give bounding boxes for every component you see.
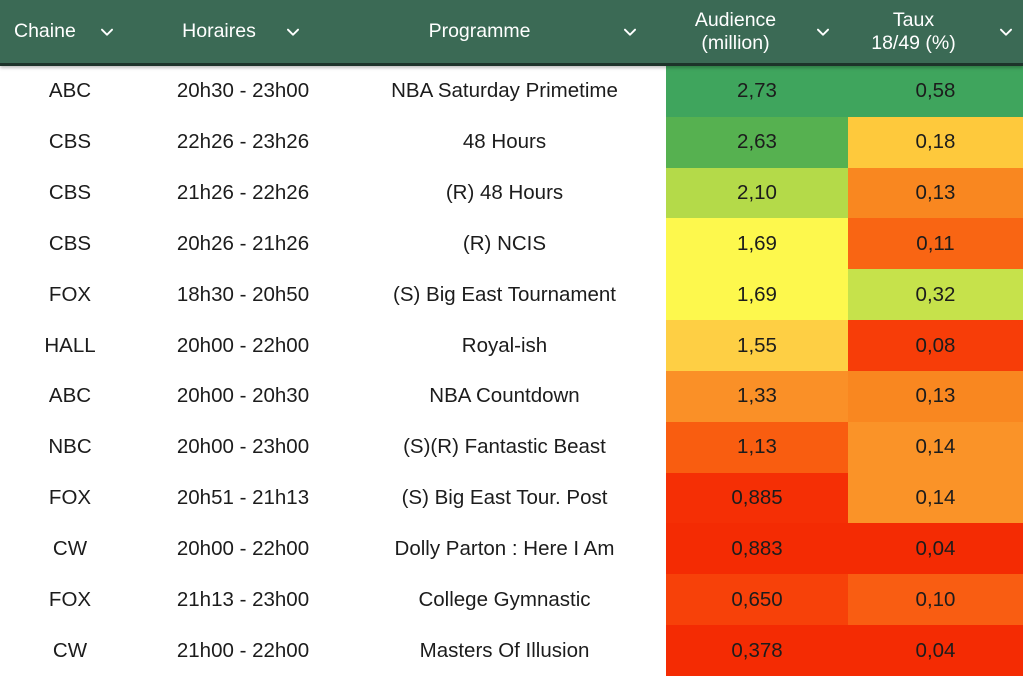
chaine-cell: ABC [48, 79, 92, 103]
programme-cell: (R) 48 Hours [445, 181, 564, 205]
audience-value-cell: 1,55 [663, 320, 848, 371]
table-row: FOX 18h30 - 20h50 (S) Big East Tournament 1… [0, 269, 1023, 321]
column-header-audience[interactable]: Audience (million) [663, 0, 848, 63]
chaine-cell: FOX [48, 486, 92, 510]
chaine-cell: HALL [44, 333, 96, 357]
programme-cell: Dolly Parton : Here I Am [394, 536, 615, 560]
table-row: CW 21h00 - 22h00 Masters Of Illusion 0,378 0… [0, 625, 1023, 676]
table-row: CBS 20h26 - 21h26 (R) NCIS 1,69 0,11 [0, 218, 1023, 270]
taux-value-cell: 0,18 [848, 116, 1023, 168]
chaine-cell: CW [52, 536, 88, 560]
audience-value-cell: 0,883 [663, 523, 848, 575]
taux-value-cell: 0,11 [848, 218, 1023, 270]
horaires-cell: 22h26 - 23h26 [176, 130, 310, 154]
programme-cell: College Gymnastic [418, 587, 591, 611]
horaires-cell: 20h26 - 21h26 [176, 231, 310, 255]
horaires-cell: 20h00 - 20h30 [176, 384, 310, 408]
programme-cell: (R) NCIS [462, 231, 547, 255]
programme-cell: Royal-ish [461, 333, 548, 357]
programme-cell: Masters Of Illusion [419, 638, 590, 662]
table-row: FOX 20h51 - 21h13 (S) Big East Tour. Post 0… [0, 472, 1023, 524]
programme-cell: NBA Saturday Primetime [391, 79, 618, 103]
table-row: CBS 22h26 - 23h26 48 Hours 2,63 0,18 [0, 116, 1023, 168]
table-row: NBC 20h00 - 23h00 (S)(R) Fantastic Beast 1,… [0, 421, 1023, 473]
chaine-cell: NBC [48, 435, 92, 459]
table-header-row: Chaine Horaires Programme Audience (mill… [0, 0, 1023, 66]
audience-value-cell: 1,33 [663, 370, 848, 422]
column-header-taux[interactable]: Taux 18/49 (%) [848, 0, 1023, 63]
taux-value-cell: 0,13 [848, 167, 1023, 219]
column-header-label: Programme [428, 20, 531, 42]
chaine-cell: ABC [48, 384, 92, 408]
audience-value-cell: 2,73 [663, 66, 848, 117]
programme-cell: (S) Big East Tour. Post [401, 486, 608, 510]
programme-cell: 48 Hours [462, 130, 547, 154]
table-row: HALL 20h00 - 22h00 Royal-ish 1,55 0,08 [0, 320, 1023, 371]
column-header-chaine[interactable]: Chaine [0, 0, 140, 63]
programme-cell: (S)(R) Fantastic Beast [403, 435, 606, 459]
audience-value-cell: 1,69 [663, 269, 848, 321]
column-header-programme[interactable]: Programme [346, 0, 663, 63]
programme-cell: NBA Countdown [429, 384, 580, 408]
taux-value-cell: 0,14 [848, 421, 1023, 473]
audience-value-cell: 1,13 [663, 421, 848, 473]
horaires-cell: 18h30 - 20h50 [176, 282, 310, 306]
table-row: ABC 20h30 - 23h00 NBA Saturday Primetime 2,… [0, 66, 1023, 117]
table-row: FOX 21h13 - 23h00 College Gymnastic 0,650 0,… [0, 574, 1023, 626]
audience-value-cell: 0,650 [663, 574, 848, 626]
column-header-horaires[interactable]: Horaires [140, 0, 346, 63]
horaires-cell: 20h51 - 21h13 [176, 486, 310, 510]
chevron-down-icon[interactable] [96, 21, 118, 43]
chevron-down-icon[interactable] [282, 21, 304, 43]
chaine-cell: CBS [48, 181, 92, 205]
taux-value-cell: 0,04 [848, 625, 1023, 676]
table-row: CBS 21h26 - 22h26 (R) 48 Hours 2,10 0,13 [0, 167, 1023, 219]
chevron-down-icon[interactable] [995, 21, 1017, 43]
column-header-label: Audience (million) [694, 8, 777, 54]
horaires-cell: 21h26 - 22h26 [176, 181, 310, 205]
horaires-cell: 20h00 - 22h00 [176, 536, 310, 560]
audience-value-cell: 1,69 [663, 218, 848, 270]
chaine-cell: CBS [48, 130, 92, 154]
table-body: ABC 20h30 - 23h00 NBA Saturday Primetime 2,… [0, 66, 1023, 676]
programme-cell: (S) Big East Tournament [393, 282, 616, 306]
table-row: CW 20h00 - 22h00 Dolly Parton : Here I Am 0… [0, 523, 1023, 575]
audience-value-cell: 2,63 [663, 116, 848, 168]
taux-value-cell: 0,08 [848, 320, 1023, 371]
audience-value-cell: 0,378 [663, 625, 848, 676]
chaine-cell: FOX [48, 587, 92, 611]
column-header-label: Chaine [14, 20, 76, 42]
table-row: ABC 20h00 - 20h30 NBA Countdown 1,33 0,13 [0, 370, 1023, 422]
taux-value-cell: 0,32 [848, 269, 1023, 321]
horaires-cell: 20h00 - 22h00 [176, 333, 310, 357]
chaine-cell: FOX [48, 282, 92, 306]
horaires-cell: 21h13 - 23h00 [176, 587, 310, 611]
column-header-label: Taux 18/49 (%) [871, 8, 956, 54]
taux-value-cell: 0,58 [848, 66, 1023, 117]
audience-value-cell: 2,10 [663, 167, 848, 219]
taux-value-cell: 0,10 [848, 574, 1023, 626]
horaires-cell: 20h30 - 23h00 [176, 79, 310, 103]
horaires-cell: 21h00 - 22h00 [176, 638, 310, 662]
chaine-cell: CBS [48, 231, 92, 255]
chevron-down-icon[interactable] [812, 21, 834, 43]
chaine-cell: CW [52, 638, 88, 662]
taux-value-cell: 0,04 [848, 523, 1023, 575]
taux-value-cell: 0,14 [848, 472, 1023, 524]
taux-value-cell: 0,13 [848, 370, 1023, 422]
horaires-cell: 20h00 - 23h00 [176, 435, 310, 459]
audience-value-cell: 0,885 [663, 472, 848, 524]
column-header-label: Horaires [182, 20, 256, 42]
chevron-down-icon[interactable] [619, 21, 641, 43]
